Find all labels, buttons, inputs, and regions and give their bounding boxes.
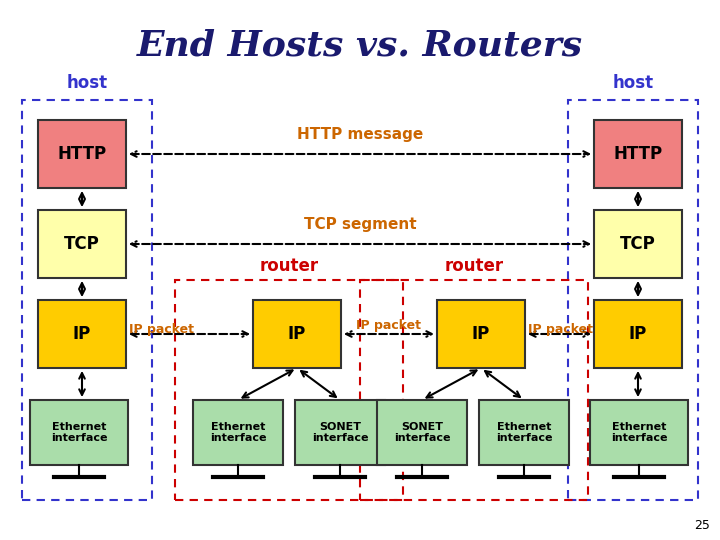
Text: IP: IP (288, 325, 306, 343)
Bar (437, 300, 525, 368)
Bar (377, 400, 467, 465)
Text: TCP: TCP (620, 235, 656, 253)
Text: TCP: TCP (64, 235, 100, 253)
Bar (38, 120, 126, 188)
Text: HTTP: HTTP (58, 145, 107, 163)
Bar (38, 300, 126, 368)
Bar (568, 100, 698, 500)
Bar (22, 100, 152, 500)
Text: Ethernet
interface: Ethernet interface (50, 422, 107, 443)
Text: host: host (66, 74, 107, 92)
Text: Ethernet
interface: Ethernet interface (496, 422, 552, 443)
Bar (479, 400, 569, 465)
Text: IP: IP (629, 325, 647, 343)
Text: SONET
interface: SONET interface (312, 422, 368, 443)
Bar (38, 210, 126, 278)
Text: End Hosts vs. Routers: End Hosts vs. Routers (137, 28, 583, 62)
Bar (30, 400, 128, 465)
Text: TCP segment: TCP segment (304, 217, 416, 232)
Bar (594, 300, 682, 368)
Bar (253, 300, 341, 368)
Bar (590, 400, 688, 465)
Text: IP: IP (73, 325, 91, 343)
Text: 25: 25 (694, 519, 710, 532)
Text: IP: IP (472, 325, 490, 343)
Text: IP packet: IP packet (129, 323, 194, 336)
Text: HTTP: HTTP (613, 145, 662, 163)
Text: router: router (259, 257, 318, 275)
Bar (295, 400, 385, 465)
Text: Ethernet
interface: Ethernet interface (210, 422, 266, 443)
Text: IP packet: IP packet (528, 323, 593, 336)
Bar (360, 280, 588, 500)
Bar (193, 400, 283, 465)
Text: router: router (444, 257, 503, 275)
Bar (594, 120, 682, 188)
Text: host: host (613, 74, 654, 92)
Text: Ethernet
interface: Ethernet interface (611, 422, 667, 443)
Text: IP packet: IP packet (356, 319, 421, 332)
Text: SONET
interface: SONET interface (394, 422, 450, 443)
Bar (175, 280, 403, 500)
Text: HTTP message: HTTP message (297, 127, 423, 142)
Bar (594, 210, 682, 278)
